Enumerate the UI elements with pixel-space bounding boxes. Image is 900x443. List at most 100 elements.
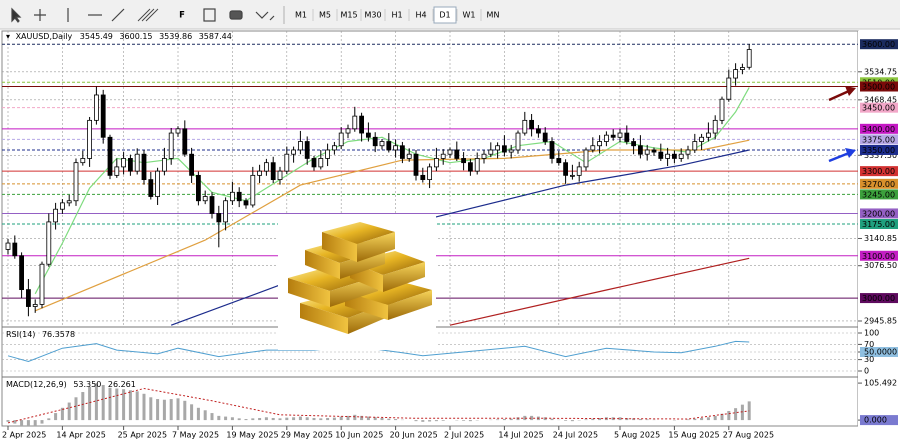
candle-body bbox=[250, 174, 256, 206]
timeframe-button[interactable]: D1 bbox=[439, 11, 450, 20]
candle-body bbox=[515, 132, 521, 151]
macd-bar bbox=[101, 385, 105, 421]
candle-body bbox=[393, 145, 399, 151]
candle-body bbox=[291, 149, 297, 155]
candle-body bbox=[277, 170, 283, 180]
candle-body bbox=[692, 141, 698, 151]
candle-body bbox=[678, 153, 684, 159]
timeframe-button[interactable]: M1 bbox=[295, 11, 307, 20]
signal-value: 26.261 bbox=[108, 380, 136, 389]
candle-body bbox=[19, 255, 25, 291]
macd-bar bbox=[67, 402, 71, 421]
macd-bar bbox=[271, 417, 275, 421]
resistance-arrow bbox=[828, 89, 850, 102]
macd-bar bbox=[149, 397, 153, 421]
moving-average bbox=[449, 257, 750, 326]
candle-body bbox=[236, 191, 242, 202]
macd-bar bbox=[47, 418, 51, 421]
candle-body bbox=[685, 149, 691, 155]
shapes-icon[interactable] bbox=[229, 10, 243, 20]
macd-bar bbox=[502, 419, 506, 421]
candle-body bbox=[712, 119, 718, 134]
macd-bar bbox=[162, 399, 166, 421]
candle-body bbox=[386, 141, 392, 151]
y-tick-label: 0 bbox=[864, 367, 869, 376]
macd-bar bbox=[298, 416, 302, 421]
candle-body bbox=[706, 132, 711, 138]
candle-body bbox=[25, 289, 31, 307]
macd-bar bbox=[40, 420, 44, 424]
trendline-icon[interactable] bbox=[111, 8, 125, 22]
fibo-box-icon[interactable] bbox=[203, 8, 216, 22]
timeframe-button[interactable]: M5 bbox=[319, 11, 331, 20]
candle-body bbox=[73, 162, 79, 202]
price-level-box bbox=[860, 293, 898, 304]
candle-body bbox=[270, 162, 276, 180]
candle-body bbox=[454, 149, 460, 159]
macd-bar bbox=[251, 418, 255, 421]
timeframe-button[interactable]: W1 bbox=[463, 11, 476, 20]
candle-body bbox=[536, 128, 541, 134]
candle-body bbox=[175, 128, 181, 134]
macd-bar bbox=[434, 420, 438, 422]
candle-body bbox=[284, 153, 290, 172]
crosshair-icon[interactable] bbox=[34, 9, 46, 21]
timeframe-button[interactable]: M30 bbox=[364, 11, 381, 20]
x-tick-label: 20 Jun 2025 bbox=[390, 431, 438, 440]
x-tick-label: 19 May 2025 bbox=[226, 431, 278, 440]
channel-icon[interactable] bbox=[137, 8, 159, 22]
macd-bar bbox=[428, 420, 432, 422]
x-tick-label: 10 Jun 2025 bbox=[335, 431, 383, 440]
price-level-box bbox=[860, 189, 898, 200]
candle-body bbox=[583, 149, 589, 168]
x-tick-label: 14 Apr 2025 bbox=[56, 431, 105, 440]
price-level-label: 3175.00 bbox=[862, 220, 895, 229]
macd-bar bbox=[26, 420, 30, 426]
y-tick-label: 2945.85 bbox=[864, 316, 897, 325]
candle-body bbox=[576, 166, 582, 176]
macd-bar bbox=[60, 407, 64, 421]
macd-header: MACD(12,26,9) 53.350 26.261 bbox=[6, 380, 136, 389]
macd-bar bbox=[747, 401, 751, 421]
timeframe-button[interactable]: H4 bbox=[415, 11, 426, 20]
candle-body bbox=[638, 145, 643, 155]
macd-bar bbox=[720, 413, 724, 421]
price-header: ▾ XAUUSD,Daily 3545.49 3600.15 3539.86 3… bbox=[6, 32, 232, 41]
macd-bar bbox=[115, 388, 119, 421]
macd-bar bbox=[360, 415, 364, 421]
price-level-label: 3375.00 bbox=[862, 135, 895, 144]
candle-body bbox=[413, 153, 419, 176]
x-tick-label: 7 May 2025 bbox=[172, 431, 219, 440]
price-level-box bbox=[860, 123, 898, 134]
macd-bar bbox=[727, 410, 731, 421]
x-tick-label: 14 Jul 2025 bbox=[498, 431, 543, 440]
candle-body bbox=[529, 119, 534, 130]
arrows-icon[interactable] bbox=[255, 11, 275, 21]
y-tick-label: 3468.45 bbox=[864, 95, 897, 104]
timeframe-button[interactable]: M15 bbox=[340, 11, 357, 20]
candle-body bbox=[161, 158, 167, 172]
macd-bar bbox=[196, 407, 200, 421]
macd-bar bbox=[319, 418, 323, 421]
price-level-label: 3100.00 bbox=[862, 252, 895, 261]
macd-bar bbox=[380, 417, 384, 421]
candle-body bbox=[134, 153, 140, 172]
candle-body bbox=[60, 202, 65, 210]
macd-bar bbox=[94, 383, 98, 421]
fibo-icon[interactable]: F bbox=[179, 11, 185, 21]
candle-body bbox=[420, 174, 426, 180]
macd-bar bbox=[387, 418, 391, 421]
cursor-icon[interactable] bbox=[11, 7, 22, 23]
candle-body bbox=[114, 166, 120, 176]
candle-body bbox=[549, 141, 555, 159]
timeframe-button[interactable]: H1 bbox=[391, 11, 402, 20]
macd-bar bbox=[693, 418, 697, 421]
macd-panel bbox=[6, 383, 751, 426]
price-level-box bbox=[860, 208, 898, 219]
timeframe-button[interactable]: MN bbox=[487, 11, 500, 20]
candle-body bbox=[195, 174, 201, 202]
timeframes: M1 M5 M15 M30 H1 H4 D1 W1 MN bbox=[295, 6, 500, 24]
candle-body bbox=[87, 119, 92, 159]
y-tick-label: 100 bbox=[864, 329, 879, 338]
candle-body bbox=[570, 174, 575, 177]
